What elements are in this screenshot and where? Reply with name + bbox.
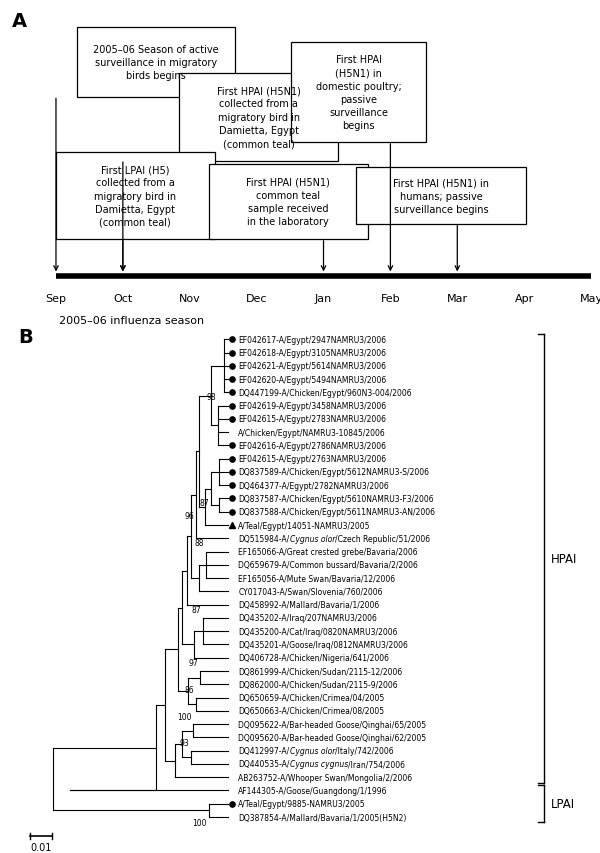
Text: 96: 96 [184,512,194,521]
Text: Oct: Oct [113,293,133,303]
Text: 97: 97 [188,659,198,667]
Text: DQ458992-A/Mallard/Bavaria/1/2006: DQ458992-A/Mallard/Bavaria/1/2006 [238,601,380,609]
Text: DQ435202-A/Iraq/207NAMRU3/2006: DQ435202-A/Iraq/207NAMRU3/2006 [238,613,377,623]
Text: DQ464377-A/Egypt/2782NAMRU3/2006: DQ464377-A/Egypt/2782NAMRU3/2006 [238,481,389,490]
Text: EF042618-A/Egypt/3105NAMRU3/2006: EF042618-A/Egypt/3105NAMRU3/2006 [238,349,386,357]
Text: DQ440535-A/: DQ440535-A/ [238,759,290,769]
Text: First HPAI (H5N1)
common teal
sample received
in the laboratory: First HPAI (H5N1) common teal sample rec… [247,177,330,227]
Text: A: A [12,12,27,31]
Text: AF144305-A/Goose/Guangdong/1/1996: AF144305-A/Goose/Guangdong/1/1996 [238,786,388,795]
Text: DQ861999-A/Chicken/Sudan/2115-12/2006: DQ861999-A/Chicken/Sudan/2115-12/2006 [238,667,403,676]
Text: Cygnus olor: Cygnus olor [290,746,335,755]
Text: DQ095620-A/Bar-headed Goose/Qinghai/62/2005: DQ095620-A/Bar-headed Goose/Qinghai/62/2… [238,733,427,742]
Text: /Iran/754/2006: /Iran/754/2006 [348,759,405,769]
Text: 88: 88 [194,538,204,548]
Text: First LPAI (H5)
collected from a
migratory bird in
Damietta, Egypt
(common teal): First LPAI (H5) collected from a migrato… [94,165,176,228]
Text: Mar: Mar [447,293,468,303]
Text: Jan: Jan [315,293,332,303]
Text: May: May [580,293,600,303]
FancyBboxPatch shape [179,73,338,161]
Text: 100: 100 [177,712,191,722]
Text: A/Teal/Egypt/9885-NAMRU3/2005: A/Teal/Egypt/9885-NAMRU3/2005 [238,799,366,809]
Text: EF042615-A/Egypt/2783NAMRU3/2006: EF042615-A/Egypt/2783NAMRU3/2006 [238,415,386,424]
Text: 86: 86 [185,685,194,693]
Text: Cygnus cygnus: Cygnus cygnus [290,759,348,769]
FancyBboxPatch shape [291,44,427,143]
Text: EF165066-A/Great crested grebe/Bavaria/2006: EF165066-A/Great crested grebe/Bavaria/2… [238,548,418,556]
Text: DQ862000-A/Chicken/Sudan/2115-9/2006: DQ862000-A/Chicken/Sudan/2115-9/2006 [238,680,398,689]
Text: Dec: Dec [246,293,268,303]
Text: EF042616-A/Egypt/2786NAMRU3/2006: EF042616-A/Egypt/2786NAMRU3/2006 [238,441,386,450]
FancyBboxPatch shape [77,28,235,98]
Text: First HPAI (H5N1) in
humans; passive
surveillance begins: First HPAI (H5N1) in humans; passive sur… [393,178,489,214]
Text: DQ095622-A/Bar-headed Goose/Qinghai/65/2005: DQ095622-A/Bar-headed Goose/Qinghai/65/2… [238,720,427,728]
Text: DQ837589-A/Chicken/Egypt/5612NAMRU3-S/2006: DQ837589-A/Chicken/Egypt/5612NAMRU3-S/20… [238,468,429,477]
Text: /Italy/742/2006: /Italy/742/2006 [335,746,394,755]
Text: A/Chicken/Egypt/NAMRU3-10845/2006: A/Chicken/Egypt/NAMRU3-10845/2006 [238,428,386,437]
Text: Sep: Sep [46,293,67,303]
Text: DQ435200-A/Cat/Iraq/0820NAMRU3/2006: DQ435200-A/Cat/Iraq/0820NAMRU3/2006 [238,627,398,636]
Text: B: B [18,328,32,347]
Text: DQ406728-A/Chicken/Nigeria/641/2006: DQ406728-A/Chicken/Nigeria/641/2006 [238,653,389,663]
Text: Apr: Apr [515,293,534,303]
Text: 87: 87 [191,606,201,614]
Text: 93: 93 [180,739,190,747]
Text: HPAI: HPAI [551,552,577,565]
Text: /Czech Republic/51/2006: /Czech Republic/51/2006 [335,534,430,543]
FancyBboxPatch shape [356,167,526,225]
Text: DQ435201-A/Goose/Iraq/0812NAMRU3/2006: DQ435201-A/Goose/Iraq/0812NAMRU3/2006 [238,641,408,649]
Text: 87: 87 [199,498,209,508]
Text: 100: 100 [193,818,207,827]
Text: Feb: Feb [380,293,400,303]
Text: EF042617-A/Egypt/2947NAMRU3/2006: EF042617-A/Egypt/2947NAMRU3/2006 [238,335,386,345]
Text: AB263752-A/Whooper Swan/Mongolia/2/2006: AB263752-A/Whooper Swan/Mongolia/2/2006 [238,773,412,782]
Text: First HPAI (H5N1)
collected from a
migratory bird in
Damietta, Egypt
(common tea: First HPAI (H5N1) collected from a migra… [217,86,301,149]
Text: EF042619-A/Egypt/3458NAMRU3/2006: EF042619-A/Egypt/3458NAMRU3/2006 [238,402,386,410]
Text: Nov: Nov [179,293,200,303]
Text: 0.01: 0.01 [30,843,52,852]
Text: EF042620-A/Egypt/5494NAMRU3/2006: EF042620-A/Egypt/5494NAMRU3/2006 [238,375,386,384]
Text: DQ659679-A/Common bussard/Bavaria/2/2006: DQ659679-A/Common bussard/Bavaria/2/2006 [238,560,418,570]
Text: EF165056-A/Mute Swan/Bavaria/12/2006: EF165056-A/Mute Swan/Bavaria/12/2006 [238,574,395,583]
Text: DQ837587-A/Chicken/Egypt/5610NAMRU3-F3/2006: DQ837587-A/Chicken/Egypt/5610NAMRU3-F3/2… [238,495,434,503]
Text: DQ837588-A/Chicken/Egypt/5611NAMRU3-AN/2006: DQ837588-A/Chicken/Egypt/5611NAMRU3-AN/2… [238,508,435,517]
Text: DQ515984-A/: DQ515984-A/ [238,534,290,543]
Text: 2005–06 Season of active
surveillance in migratory
birds begins: 2005–06 Season of active surveillance in… [93,45,219,81]
Text: 98: 98 [206,392,216,402]
Text: CY017043-A/Swan/Slovenia/760/2006: CY017043-A/Swan/Slovenia/760/2006 [238,587,383,596]
Text: DQ447199-A/Chicken/Egypt/960N3-004/2006: DQ447199-A/Chicken/Egypt/960N3-004/2006 [238,388,412,397]
Text: A/Teal/Egypt/14051-NAMRU3/2005: A/Teal/Egypt/14051-NAMRU3/2005 [238,521,371,530]
Text: DQ412997-A/: DQ412997-A/ [238,746,290,755]
Text: DQ387854-A/Mallard/Bavaria/1/2005(H5N2): DQ387854-A/Mallard/Bavaria/1/2005(H5N2) [238,813,407,821]
Text: LPAI: LPAI [551,798,575,810]
FancyBboxPatch shape [209,165,368,241]
Text: EF042621-A/Egypt/5614NAMRU3/2006: EF042621-A/Egypt/5614NAMRU3/2006 [238,362,386,371]
FancyBboxPatch shape [56,153,215,241]
Text: First HPAI
(H5N1) in
domestic poultry;
passive
surveillance
begins: First HPAI (H5N1) in domestic poultry; p… [316,55,401,131]
Text: EF042615-A/Egypt/2763NAMRU3/2006: EF042615-A/Egypt/2763NAMRU3/2006 [238,455,386,464]
Text: DQ650663-A/Chicken/Crimea/08/2005: DQ650663-A/Chicken/Crimea/08/2005 [238,706,385,716]
Text: DQ650659-A/Chicken/Crimea/04/2005: DQ650659-A/Chicken/Crimea/04/2005 [238,693,385,702]
Text: 2005–06 influenza season: 2005–06 influenza season [59,316,204,326]
Text: Cygnus olor: Cygnus olor [290,534,335,543]
